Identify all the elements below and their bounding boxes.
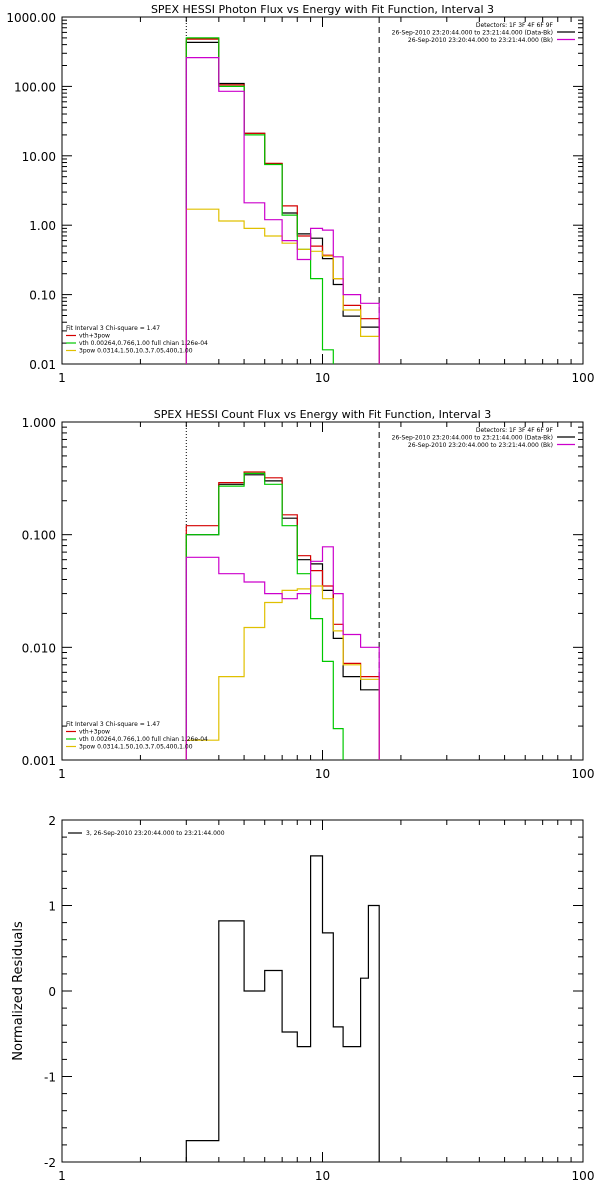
series-line-bk	[185, 57, 380, 364]
legend-line: vth+3pow	[79, 333, 110, 340]
y-tick-label: 2	[48, 814, 56, 828]
header-line: Detectors: 1F 3F 4F 6F 9F	[476, 427, 554, 434]
x-tick-label: 1	[58, 1169, 66, 1183]
header-line: 26-Sep-2010 23:20:44.000 to 23:21:44.000…	[408, 37, 553, 44]
legend-line: 3pow 0.0314,1.50,10.3,7.05,400,1.00	[79, 744, 193, 751]
y-tick-label: 10.00	[22, 150, 56, 164]
y-tick-label: -2	[44, 1156, 56, 1170]
legend-line: Fit Interval 3 Chi-square = 1.47	[66, 721, 160, 728]
legend-line: 3pow 0.0314,1.50,10.3,7.05,400,1.00	[79, 348, 193, 355]
series-group	[185, 855, 380, 1162]
plot-frame	[61, 421, 584, 761]
legend-line: vth+3pow	[79, 729, 110, 736]
series-line-bk	[185, 546, 380, 760]
photon-flux-chart: SPEX HESSI Photon Flux vs Energy with Fi…	[6, 3, 595, 385]
legend-line: vth 0.00264,0.766,1.00 full chian 1.26e-…	[79, 340, 208, 347]
plot-frame	[61, 16, 584, 365]
y-tick-label: 1	[48, 900, 56, 914]
y-tick-label: 0.100	[22, 529, 56, 543]
header-line: 26-Sep-2010 23:20:44.000 to 23:21:44.000…	[392, 435, 553, 442]
series-line-3-26-sep-2010-23-20-44-000-to-23-21-44-000	[185, 855, 380, 1162]
legend-line: vth 0.00264,0.766,1.00 full chian 1.26e-…	[79, 736, 208, 743]
x-tick-label: 10	[315, 1169, 330, 1183]
x-tick-label: 100	[572, 767, 595, 781]
x-tick-label: 10	[315, 767, 330, 781]
chart-title: SPEX HESSI Photon Flux vs Energy with Fi…	[151, 3, 494, 16]
series-line-3pow	[185, 208, 380, 364]
y-tick-label: 1.000	[22, 416, 56, 430]
x-tick-label: 10	[315, 371, 330, 385]
chart-title: SPEX HESSI Count Flux vs Energy with Fit…	[154, 408, 491, 421]
y-tick-label: 0.001	[22, 754, 56, 768]
series-line-vth-3pow	[185, 38, 380, 364]
header-line: 26-Sep-2010 23:20:44.000 to 23:21:44.000…	[392, 30, 553, 37]
y-tick-label: 1000.00	[6, 11, 56, 25]
y-tick-label: 0.010	[22, 641, 56, 655]
legend-line: 3, 26-Sep-2010 23:20:44.000 to 23:21:44.…	[86, 830, 225, 837]
series-line-vth	[185, 37, 334, 364]
series-line-data-bk	[185, 474, 380, 760]
residuals-chart: 1 10 100 -2 -1 0 1 2 Normalized Residuals 3, 26-S…	[11, 814, 595, 1183]
x-tick-label: 1	[58, 371, 66, 385]
header-line: 26-Sep-2010 23:20:44.000 to 23:21:44.000…	[408, 442, 553, 449]
series-line-vth	[185, 472, 344, 760]
x-tick-label: 100	[572, 1169, 595, 1183]
series-line-data-bk	[185, 41, 380, 364]
series-line-3pow	[185, 585, 380, 760]
series-group	[185, 37, 380, 364]
series-group	[185, 471, 380, 760]
y-tick-label: 0	[48, 985, 56, 999]
plot-frame	[61, 819, 584, 1163]
x-tick-label: 1	[58, 767, 66, 781]
series-line-vth-3pow	[185, 471, 380, 760]
x-tick-label: 100	[572, 371, 595, 385]
y-tick-label: 1.00	[29, 219, 56, 233]
y-tick-label: 0.01	[29, 358, 56, 372]
header-line: Detectors: 1F 3F 4F 6F 9F	[476, 22, 554, 29]
y-tick-label: 100.00	[14, 80, 56, 94]
legend-line: Fit Interval 3 Chi-square = 1.47	[66, 325, 160, 332]
y-tick-label: 0.10	[29, 289, 56, 303]
y-tick-label: -1	[44, 1071, 56, 1085]
count-flux-chart: SPEX HESSI Count Flux vs Energy with Fit…	[22, 408, 595, 781]
y-axis-label: Normalized Residuals	[11, 921, 26, 1061]
